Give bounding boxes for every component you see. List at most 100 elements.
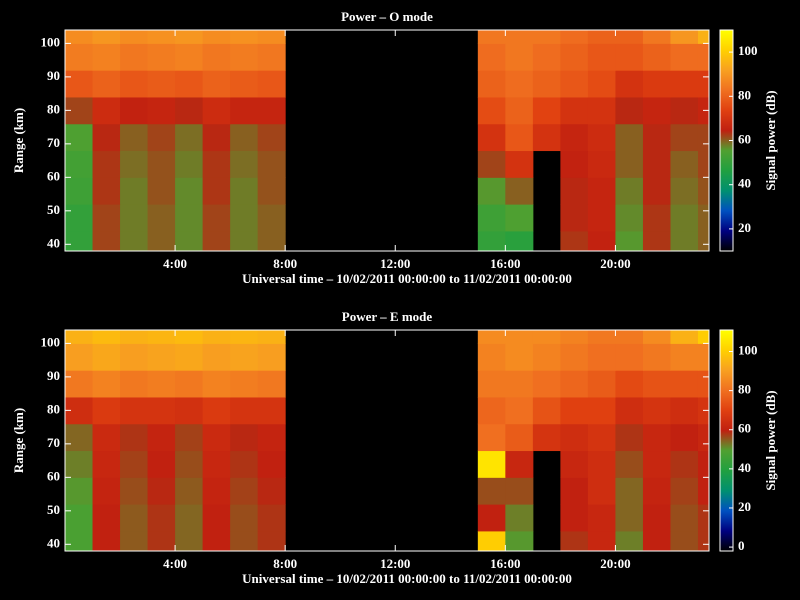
x-tick-label: 16:00 — [490, 256, 520, 271]
heatmap-cell — [532, 30, 561, 44]
x-tick-label: 16:00 — [490, 556, 520, 571]
heatmap-cell — [477, 230, 506, 251]
heatmap-cell — [505, 450, 534, 478]
heatmap-cell — [477, 370, 506, 398]
heatmap-cell — [257, 343, 286, 371]
heatmap-cell — [175, 177, 204, 205]
y-tick-label: 40 — [47, 235, 60, 250]
heatmap-cell — [477, 450, 506, 478]
heatmap-cell — [230, 204, 259, 232]
heatmap-cell — [92, 123, 121, 152]
heatmap-cell — [230, 70, 259, 98]
x-tick-label: 12:00 — [380, 256, 410, 271]
heatmap-cell — [615, 230, 644, 251]
heatmap-cell — [175, 396, 204, 425]
heatmap-cell — [505, 530, 534, 551]
heatmap-cell — [505, 177, 534, 205]
heatmap-cell — [477, 343, 506, 371]
y-tick-label: 50 — [47, 202, 60, 217]
heatmap-cell — [670, 70, 699, 98]
heatmap-cell — [670, 30, 699, 44]
heatmap-cell — [257, 423, 286, 452]
heatmap-cell — [560, 30, 589, 44]
heatmap-cell — [175, 370, 204, 398]
heatmap-cell — [65, 530, 94, 551]
heatmap-cell — [120, 396, 149, 425]
heatmap-cell — [505, 204, 534, 232]
heatmap-cell — [587, 70, 616, 98]
heatmap-cell — [615, 423, 644, 452]
heatmap-cell — [257, 396, 286, 425]
heatmap-cell — [257, 177, 286, 205]
heatmap-cell — [587, 204, 616, 232]
heatmap-cell — [697, 30, 709, 44]
heatmap-cell — [670, 330, 699, 344]
heatmap-cell — [642, 423, 671, 452]
heatmap-cell — [92, 423, 121, 452]
heatmap-cell — [230, 450, 259, 478]
heatmap-cell — [587, 96, 616, 125]
heatmap-cell — [257, 204, 286, 232]
heatmap-cell — [65, 230, 94, 251]
heatmap-cell — [642, 96, 671, 125]
heatmap-cell — [202, 204, 231, 232]
heatmap-cell — [257, 330, 286, 344]
heatmap-cell — [257, 230, 286, 251]
y-tick-label: 60 — [47, 468, 60, 483]
heatmap-cell — [505, 477, 534, 505]
heatmap-cell — [175, 450, 204, 478]
heatmap-cell — [147, 330, 176, 344]
heatmap-cell — [670, 530, 699, 551]
heatmap-cell — [202, 504, 231, 532]
heatmap-cell — [147, 504, 176, 532]
heatmap-cell — [120, 504, 149, 532]
heatmap-cell — [560, 396, 589, 425]
heatmap-cell — [615, 504, 644, 532]
heatmap-cell — [642, 70, 671, 98]
heatmap-cell — [642, 30, 671, 44]
heatmap-cell — [257, 43, 286, 71]
heatmap-cell — [175, 230, 204, 251]
heatmap-cell — [230, 396, 259, 425]
y-tick-label: 70 — [47, 135, 60, 150]
heatmap-cell — [175, 423, 204, 452]
heatmap-cell — [175, 30, 204, 44]
heatmap-cell — [560, 450, 589, 478]
heatmap-cell — [230, 177, 259, 205]
heatmap-cell — [477, 70, 506, 98]
heatmap-cell — [92, 370, 121, 398]
heatmap-cell — [92, 43, 121, 71]
heatmap-cell — [505, 123, 534, 152]
heatmap-cell — [642, 150, 671, 178]
heatmap-cell — [65, 70, 94, 98]
heatmap-cell — [120, 30, 149, 44]
heatmap-cell — [202, 396, 231, 425]
heatmap-cell — [147, 423, 176, 452]
heatmap-cell — [257, 30, 286, 44]
heatmap-cell — [532, 43, 561, 71]
heatmap-cell — [670, 423, 699, 452]
y-axis-title: Range (km) — [11, 108, 26, 173]
heatmap-cell — [532, 396, 561, 425]
heatmap-cell — [65, 43, 94, 71]
heatmap-cell — [615, 177, 644, 205]
heatmap-cell — [175, 477, 204, 505]
heatmap-cell — [642, 230, 671, 251]
x-tick-label: 4:00 — [163, 556, 187, 571]
heatmap-cell — [147, 96, 176, 125]
heatmap-cell — [587, 477, 616, 505]
heatmap-cell — [65, 423, 94, 452]
y-tick-label: 80 — [47, 101, 60, 116]
heatmap-cell — [230, 230, 259, 251]
colorbar — [719, 329, 734, 552]
y-tick-label: 80 — [47, 401, 60, 416]
y-tick-label: 100 — [41, 334, 61, 349]
heatmap-cell — [147, 343, 176, 371]
heatmap-cell — [615, 343, 644, 371]
heatmap-cell — [505, 43, 534, 71]
x-tick-label: 20:00 — [600, 556, 630, 571]
heatmap-cell — [92, 504, 121, 532]
heatmap-cell — [120, 423, 149, 452]
heatmap-cell — [697, 423, 709, 452]
heatmap-cell — [92, 530, 121, 551]
